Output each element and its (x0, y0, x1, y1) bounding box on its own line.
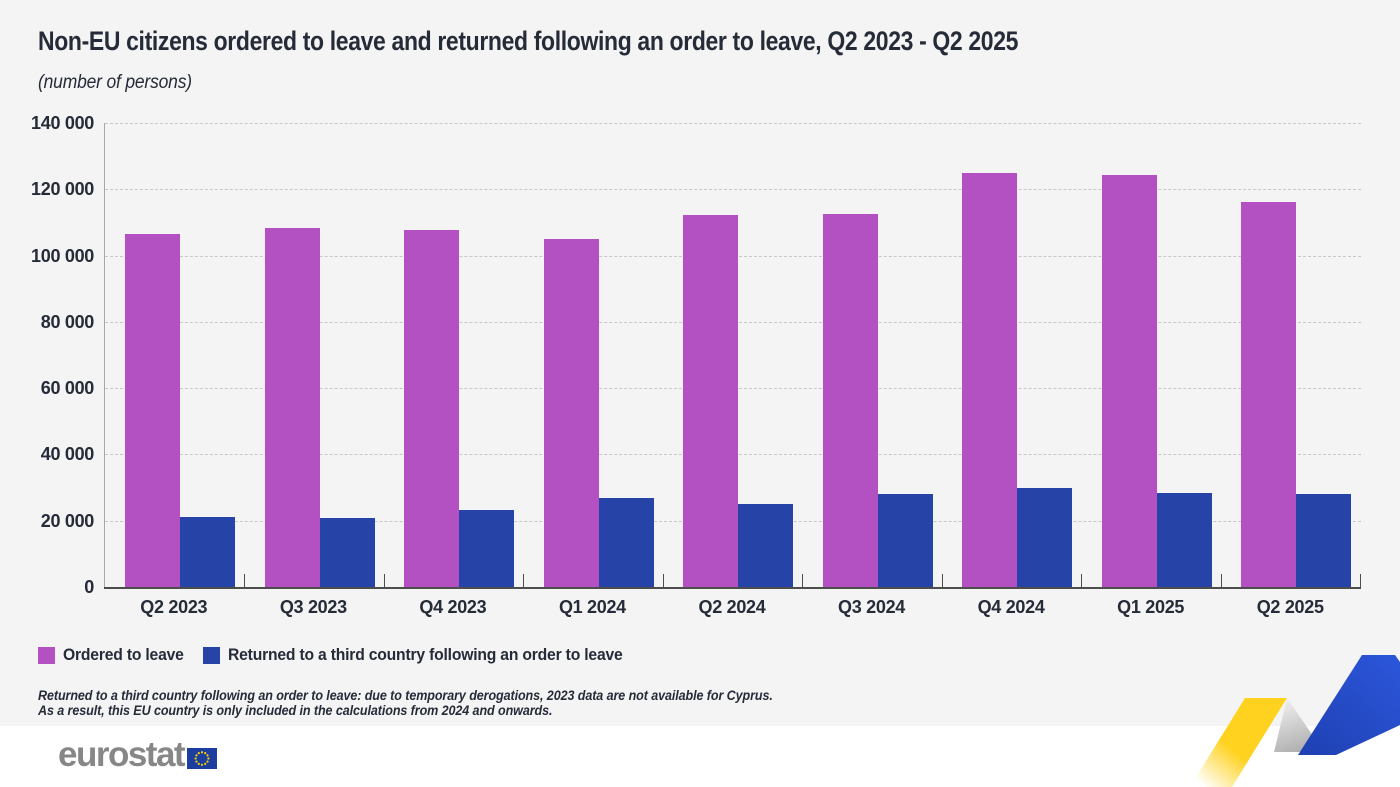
gridline (105, 123, 1361, 124)
x-axis-category-label: Q2 2024 (698, 597, 766, 617)
x-axis-tick (1359, 574, 1361, 587)
x-axis-tick (1220, 574, 1222, 587)
eurostat-logo: eurostat (58, 735, 218, 774)
y-axis-tick-label: 140 000 (31, 113, 94, 133)
bar-ordered-q2-2025 (1241, 201, 1297, 587)
eurostat-logo-text: eurostat (58, 735, 186, 774)
legend-label-returned: Returned to a third country following an… (228, 646, 623, 664)
footnote-line-2: As a result, this EU country is only inc… (38, 702, 553, 718)
ribbon-blue-stripe (1298, 655, 1400, 755)
bar-ordered-q1-2025 (1101, 175, 1157, 587)
eurostat-ribbon-decoration (1190, 655, 1400, 787)
bar-ordered-q2-2024 (683, 214, 739, 587)
chart-legend: Ordered to leave Returned to a third cou… (38, 646, 643, 665)
x-axis-category-label: Q2 2025 (1256, 597, 1324, 617)
bar-ordered-q4-2024 (962, 173, 1018, 587)
y-axis-tick-label: 0 (84, 577, 94, 597)
legend-item-ordered: Ordered to leave (38, 646, 190, 665)
x-axis-tick (941, 574, 943, 587)
footnote-line-1: Returned to a third country following an… (38, 688, 773, 703)
legend-swatch-ordered-icon (38, 647, 55, 664)
ribbon-yellow-stripe (1190, 698, 1287, 787)
x-axis-category-label: Q3 2023 (279, 597, 347, 617)
y-axis-tick-label: 120 000 (31, 179, 94, 200)
x-axis-category-label: Q3 2024 (838, 597, 906, 617)
bar-returned-q3-2024 (877, 493, 933, 587)
legend-label-ordered: Ordered to leave (63, 646, 184, 664)
bar-returned-q1-2024 (598, 497, 654, 587)
legend-swatch-returned-icon (203, 647, 221, 664)
y-axis-tick-label: 60 000 (40, 378, 95, 399)
bar-returned-q3-2023 (319, 518, 375, 587)
y-axis-tick-label: 80 000 (40, 311, 95, 332)
eu-flag-icon (187, 747, 218, 769)
chart-footnote: Returned to a third country following an… (38, 688, 773, 718)
y-axis-tick-label: 40 000 (40, 444, 95, 465)
eu-flag-stars (194, 750, 210, 766)
bar-returned-q2-2023 (180, 517, 235, 587)
x-axis-tick (523, 574, 525, 587)
bar-ordered-q3-2024 (822, 214, 878, 587)
x-axis-category-label: Q1 2025 (1117, 597, 1185, 617)
y-axis-tick-label: 100 000 (31, 245, 94, 266)
bar-returned-q2-2024 (738, 504, 794, 587)
x-axis-category-label: Q4 2024 (977, 597, 1045, 617)
x-axis-tick (662, 574, 664, 587)
x-axis-category-label: Q2 2023 (140, 597, 208, 617)
x-axis-line (104, 587, 1361, 589)
chart-title: Non-EU citizens ordered to leave and ret… (38, 26, 1019, 56)
x-axis-tick (383, 574, 385, 587)
bar-ordered-q2-2023 (125, 234, 180, 587)
y-axis-labels: 0 20 000 40 000 60 000 80 000 100 000 120 000 1… (0, 113, 95, 597)
bar-ordered-q3-2023 (264, 228, 320, 587)
y-axis-tick-label: 20 000 (40, 510, 95, 531)
gridline (105, 189, 1361, 191)
bar-returned-q2-2025 (1296, 493, 1352, 587)
x-axis-tick (244, 574, 246, 587)
bar-returned-q4-2023 (459, 510, 515, 587)
x-axis-labels: Q2 2023 Q3 2023 Q4 2023 Q1 2024 Q2 2024 Q3 20… (104, 597, 1360, 621)
bar-ordered-q4-2023 (404, 230, 460, 587)
plot-area (104, 123, 1361, 589)
legend-item-returned: Returned to a third country following an… (203, 646, 643, 665)
bar-ordered-q1-2024 (543, 239, 599, 587)
chart-subtitle: (number of persons) (38, 72, 192, 93)
x-axis-tick (1081, 574, 1083, 587)
footer-band (0, 726, 1400, 787)
bar-returned-q1-2025 (1156, 493, 1212, 587)
x-axis-category-label: Q4 2023 (419, 597, 487, 617)
bar-returned-q4-2024 (1017, 487, 1073, 587)
x-axis-tick (802, 574, 804, 587)
x-axis-category-label: Q1 2024 (558, 597, 626, 617)
